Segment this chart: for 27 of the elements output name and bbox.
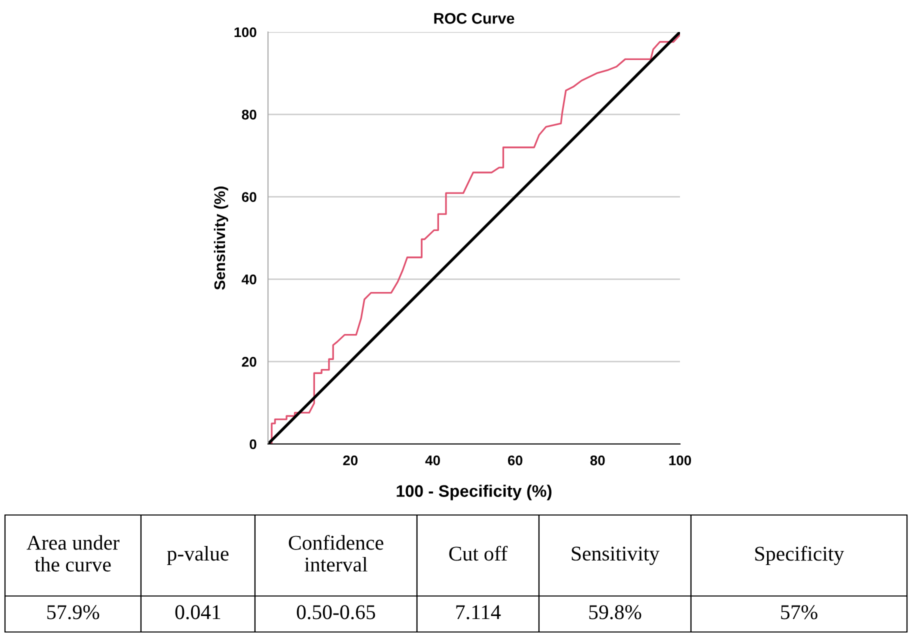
y-tick-label: 80 [242,110,256,120]
text: 59.8% [589,605,642,620]
y-tick-label: 0 [250,439,256,450]
text: Confidence interval [288,534,384,572]
x-tick-label: 40 [425,455,440,466]
text: 0.041 [175,605,220,620]
chart-title: ROC Curve [434,13,514,24]
text: 57.9% [47,605,100,620]
y-tick-label: 100 [234,27,256,38]
line-series [268,32,680,444]
text: 0.50-0.65 [296,605,376,620]
x-tick-label: 20 [343,455,358,466]
text: Cut off [449,546,508,561]
x-axis-title: 100 - Specificity (%) [396,484,552,500]
y-tick-label: 20 [242,356,256,367]
y-tick-label: 60 [242,192,256,202]
x-tick-label: 100 [669,455,692,466]
y-tick-label: 40 [242,274,256,284]
text: Specificity [755,546,844,566]
x-tick-label: 60 [508,455,522,466]
text: 7.114 [456,605,501,620]
text: Sensitivity [572,546,660,565]
text: p-value [167,546,229,565]
x-tick-label: 80 [590,455,605,466]
y-axis-title: Sensitivity (%) [214,186,228,290]
text: Area under the curve [26,535,120,572]
text: 57% [781,605,818,620]
